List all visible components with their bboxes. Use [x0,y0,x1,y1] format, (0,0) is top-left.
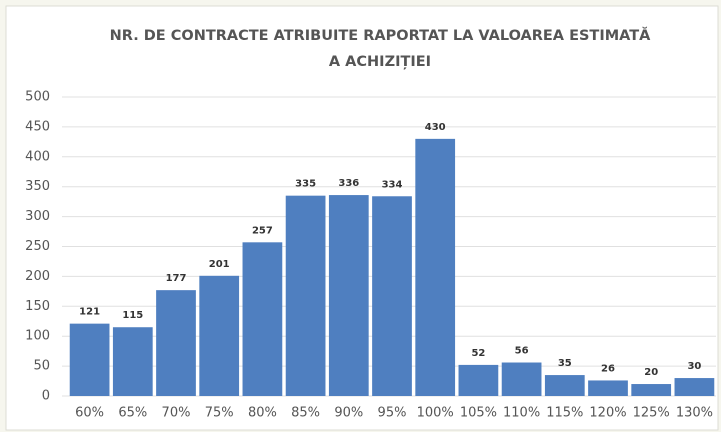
y-tick-label: 100 [25,329,50,344]
value-label: 121 [79,307,100,318]
bar [631,384,672,396]
value-label: 336 [338,178,359,189]
x-tick-label: 60% [75,406,104,421]
value-label: 20 [644,367,658,378]
x-tick-label: 65% [118,406,147,421]
y-tick-label: 500 [25,90,50,105]
bar [69,323,110,396]
bar [674,378,715,396]
bar [415,138,456,397]
y-tick-label: 450 [25,119,50,134]
bar [458,364,499,396]
value-label: 201 [209,259,230,270]
y-tick-label: 350 [25,179,50,194]
x-tick-label: 95% [378,406,407,421]
x-tick-label: 115% [546,406,583,421]
bar [285,195,326,396]
bar [328,195,369,396]
bar [544,375,585,396]
bar [372,196,412,396]
x-tick-label: 120% [589,406,626,421]
bar [242,242,283,396]
chart-title: A ACHIZIȚIEI [329,54,431,70]
value-label: 177 [166,273,187,284]
y-tick-label: 250 [25,239,50,254]
x-tick-label: 90% [334,406,363,421]
y-tick-label: 300 [25,209,50,224]
y-tick-label: 400 [25,149,50,164]
value-label: 52 [471,348,485,359]
value-label: 30 [687,361,701,372]
x-tick-label: 130% [676,406,713,421]
bar [156,290,196,396]
x-tick-label: 75% [205,406,234,421]
y-tick-label: 200 [25,269,50,284]
value-label: 56 [515,346,529,357]
y-tick-label: 50 [33,359,50,374]
value-label: 334 [382,179,403,190]
x-tick-label: 100% [417,406,454,421]
value-label: 430 [425,122,446,133]
x-tick-label: 110% [503,406,540,421]
x-tick-label: 80% [248,406,277,421]
x-tick-label: 105% [460,406,497,421]
value-label: 335 [295,179,316,190]
value-label: 115 [122,310,143,321]
y-tick-label: 0 [42,389,50,404]
y-tick-label: 150 [25,299,50,314]
value-label: 35 [558,358,572,369]
bar [112,327,153,396]
value-label: 257 [252,225,273,236]
bar [501,362,542,396]
chart-title: NR. DE CONTRACTE ATRIBUITE RAPORTAT LA V… [110,26,651,44]
bar [588,380,628,396]
bar [199,275,240,396]
x-tick-label: 70% [162,406,191,421]
x-tick-label: 125% [633,406,670,421]
x-tick-label: 85% [291,406,320,421]
value-label: 26 [601,363,615,374]
